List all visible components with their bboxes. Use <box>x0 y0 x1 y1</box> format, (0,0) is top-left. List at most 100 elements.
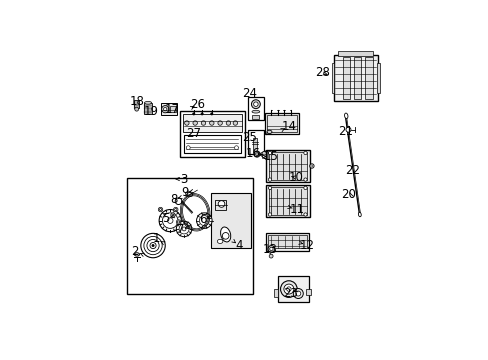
Circle shape <box>267 246 274 252</box>
Text: 8: 8 <box>169 193 177 206</box>
Text: 15: 15 <box>263 150 278 163</box>
Circle shape <box>152 244 154 247</box>
Bar <box>274 288 278 297</box>
Text: 4: 4 <box>235 239 242 252</box>
Text: 5: 5 <box>162 212 169 225</box>
Circle shape <box>201 113 203 115</box>
Bar <box>376 63 379 93</box>
Ellipse shape <box>344 113 347 118</box>
Text: 18: 18 <box>129 95 144 108</box>
Circle shape <box>172 214 174 216</box>
Circle shape <box>303 213 306 216</box>
Circle shape <box>150 243 156 249</box>
Circle shape <box>176 220 181 224</box>
Circle shape <box>209 121 214 125</box>
Ellipse shape <box>358 212 361 217</box>
Circle shape <box>159 208 162 211</box>
Circle shape <box>303 186 306 190</box>
Circle shape <box>182 227 185 231</box>
Text: 1: 1 <box>152 232 160 245</box>
Bar <box>305 288 310 296</box>
Bar <box>268 152 306 180</box>
Text: 14: 14 <box>282 120 296 133</box>
Circle shape <box>184 121 189 125</box>
Bar <box>265 113 298 134</box>
Circle shape <box>175 198 182 204</box>
Text: 20: 20 <box>341 188 355 201</box>
Circle shape <box>173 207 178 212</box>
Circle shape <box>196 213 212 228</box>
Bar <box>333 55 377 102</box>
Text: 13: 13 <box>262 243 277 256</box>
Circle shape <box>295 291 300 296</box>
Bar <box>252 115 259 118</box>
Text: 11: 11 <box>289 203 304 216</box>
Text: 3: 3 <box>180 172 187 185</box>
Circle shape <box>280 281 297 297</box>
Circle shape <box>251 100 260 109</box>
Text: 19: 19 <box>143 105 158 118</box>
Text: 25: 25 <box>242 131 257 144</box>
Bar <box>160 103 177 115</box>
Circle shape <box>286 287 290 291</box>
Circle shape <box>310 165 312 167</box>
Circle shape <box>218 121 222 125</box>
Circle shape <box>179 224 189 234</box>
Text: 2: 2 <box>131 245 139 258</box>
Bar <box>342 57 350 99</box>
Circle shape <box>293 288 303 298</box>
Bar <box>247 130 264 154</box>
Circle shape <box>146 239 159 252</box>
Bar <box>267 235 306 248</box>
Text: 23: 23 <box>282 287 297 300</box>
Text: 10: 10 <box>288 171 303 184</box>
Circle shape <box>176 221 191 237</box>
Circle shape <box>177 221 179 223</box>
Text: 12: 12 <box>299 239 314 252</box>
Text: 9: 9 <box>181 186 188 199</box>
Circle shape <box>268 254 272 258</box>
Circle shape <box>167 218 173 223</box>
Bar <box>183 135 241 153</box>
Ellipse shape <box>217 239 223 243</box>
Bar <box>265 150 309 183</box>
Text: 6: 6 <box>198 213 206 226</box>
Ellipse shape <box>144 102 151 104</box>
Circle shape <box>303 151 306 155</box>
Circle shape <box>141 233 165 258</box>
Circle shape <box>268 151 271 155</box>
Circle shape <box>255 153 258 156</box>
Circle shape <box>162 105 168 113</box>
Bar <box>183 114 242 132</box>
Circle shape <box>186 146 190 150</box>
Bar <box>268 187 306 215</box>
Bar <box>127 177 253 294</box>
Circle shape <box>163 108 166 111</box>
Circle shape <box>268 186 271 190</box>
Circle shape <box>135 107 138 111</box>
Circle shape <box>201 121 205 125</box>
Text: 17: 17 <box>164 103 180 116</box>
Circle shape <box>170 213 175 217</box>
Ellipse shape <box>185 192 192 196</box>
Circle shape <box>159 210 181 232</box>
Bar <box>337 51 373 56</box>
Text: 27: 27 <box>186 127 201 140</box>
Circle shape <box>222 233 228 239</box>
Bar <box>267 115 296 132</box>
Ellipse shape <box>262 150 272 159</box>
Text: 26: 26 <box>190 98 205 111</box>
Circle shape <box>162 213 178 228</box>
Circle shape <box>253 102 258 107</box>
Bar <box>211 193 251 248</box>
Bar <box>265 233 308 251</box>
Bar <box>353 57 361 99</box>
Ellipse shape <box>266 130 271 134</box>
Circle shape <box>218 201 224 207</box>
Text: 16: 16 <box>245 147 261 160</box>
Circle shape <box>158 207 163 212</box>
Circle shape <box>174 208 177 211</box>
Bar <box>364 57 372 99</box>
Circle shape <box>269 247 272 251</box>
Bar <box>180 111 244 157</box>
